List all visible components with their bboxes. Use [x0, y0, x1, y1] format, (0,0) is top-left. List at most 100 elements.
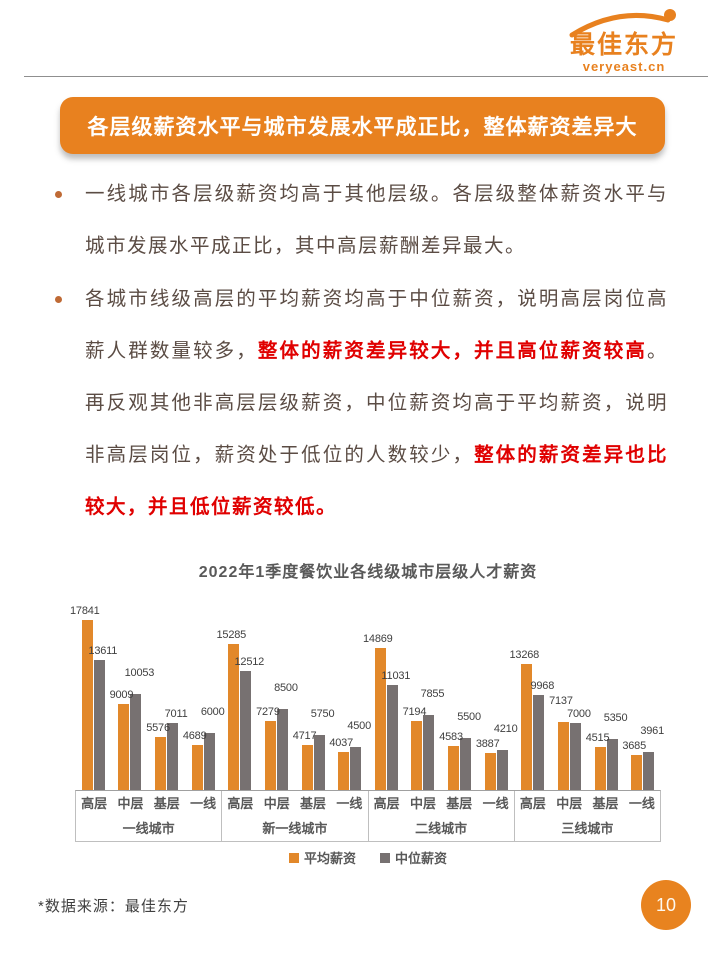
- bullet-text: 一线城市各层级薪资均高于其他层级。各层级整体薪资水平与城市发展水平成正比，其中高…: [85, 168, 668, 272]
- bar-value-label: 3887: [475, 737, 500, 750]
- bar-value-label: 9968: [530, 680, 555, 693]
- body-text: 一线城市各层级薪资均高于其他层级。各层级整体薪资水平与城市发展水平成正比，其中高…: [85, 183, 668, 257]
- bar-value-label: 10053: [124, 667, 155, 680]
- bar-median: [240, 670, 252, 790]
- bar-value-label: 7855: [420, 688, 445, 701]
- bar-value-label: 17841: [70, 605, 100, 617]
- axis-group: 高层 中层 基层 一线 新一线城市: [221, 791, 367, 841]
- chart-plot: 17841 13611 9009 10053 5576 7011 4689 6000 15285…: [70, 598, 665, 790]
- bar-average: [521, 663, 533, 790]
- header-divider: [24, 76, 708, 77]
- axis-category-label: 一线: [190, 796, 217, 811]
- axis-category-label: 一线: [336, 796, 363, 811]
- bar-median: [460, 737, 472, 790]
- axis-category-label: 高层: [373, 796, 400, 811]
- chart-axis: 高层 中层 基层 一线 一线城市 高层 中层 基层 一线 新一线城市 高层 中层 基层 一线 二线城市 高层中…: [75, 790, 661, 842]
- bar-median: [569, 723, 581, 790]
- body-text: 。再反观其他非高层层级薪资，中位薪资均高于平均薪资，说明非高层岗位，薪资处于低位…: [85, 340, 668, 466]
- bar-value-label: 5750: [310, 708, 335, 721]
- body-text: 各城市线级高层的平均薪资均高于中位薪资，说明高层岗位高薪人群数量较多，: [85, 288, 668, 362]
- bar-average: [338, 751, 350, 790]
- axis-category-label: 基层: [446, 796, 473, 811]
- bar-median: [643, 752, 655, 790]
- bar-value-label: 8500: [274, 682, 298, 694]
- axis-category-label: 基层: [300, 796, 327, 811]
- axis-category-label: 一线: [482, 796, 509, 811]
- bar-median: [313, 735, 325, 790]
- bar-value-label: 5576: [146, 721, 170, 734]
- bar-value-label: 5500: [457, 710, 481, 723]
- highlight-text: 整体的薪资差异较大，并且高位薪资较高: [257, 340, 647, 362]
- legend-swatch-icon: [288, 852, 299, 863]
- bar-value-label: 7194: [402, 706, 427, 719]
- bar-average: [411, 721, 423, 790]
- axis-category-label: 基层: [153, 796, 180, 811]
- highlight-text: 整体的薪资差异也比较大，并且低位薪资较低。: [85, 444, 668, 518]
- data-source-note: *数据来源：最佳东方: [38, 898, 189, 915]
- bar-median: [606, 739, 618, 790]
- bullet-list: 一线城市各层级薪资均高于其他层级。各层级整体薪资水平与城市发展水平成正比，其中高…: [38, 168, 668, 534]
- axis-category-label: 高层: [227, 796, 254, 811]
- legend-item: 平均薪资: [288, 848, 356, 867]
- axis-category-row: 高层 中层 基层 一线: [369, 791, 514, 816]
- legend-label: 平均薪资: [303, 851, 356, 866]
- bar-median: [423, 715, 435, 790]
- chart-legend: 平均薪资 中位薪资: [75, 848, 661, 867]
- axis-category-label: 一线: [628, 796, 655, 811]
- axis-category-label: 高层: [519, 796, 546, 811]
- bar-average: [631, 754, 643, 790]
- bar-average: [228, 644, 240, 790]
- bar-average: [484, 752, 496, 790]
- axis-group: 高层 中层 基层 一线 二线城市: [367, 791, 514, 841]
- bar-average: [557, 722, 569, 790]
- axis-category-row: 高层 中层 基层 一线: [76, 791, 221, 816]
- bar-value-label: 4515: [585, 731, 610, 744]
- bar-average: [374, 648, 386, 790]
- bar-value-label: 4583: [439, 731, 463, 744]
- bar-value-label: 6000: [200, 705, 225, 718]
- chart-title: 2022年1季度餐饮业各线级城市层级人才薪资: [198, 564, 538, 581]
- bar-average: [191, 745, 203, 790]
- axis-category-label: 基层: [592, 796, 619, 811]
- bar-value-label: 13611: [88, 645, 118, 658]
- bar-value-label: 3961: [640, 725, 665, 738]
- axis-group-label: 新一线城市: [262, 821, 328, 836]
- bar-value-label: 13268: [509, 648, 540, 661]
- bar-median: [167, 723, 179, 790]
- bullet-marker-icon: [55, 296, 62, 303]
- section-title-banner: 各层级薪资水平与城市发展水平成正比，整体薪资差异大: [60, 97, 665, 154]
- bar-value-label: 4689: [182, 730, 207, 743]
- bar-median: [93, 660, 105, 790]
- axis-group-label: 二线城市: [415, 821, 468, 836]
- axis-category-row: 高层 中层 基层 一线: [222, 791, 367, 816]
- axis-category-label: 中层: [409, 796, 436, 811]
- legend-item: 中位薪资: [380, 848, 447, 867]
- bar-median: [130, 694, 142, 790]
- bar-value-label: 7000: [567, 708, 591, 721]
- bar-value-label: 15285: [216, 629, 247, 642]
- legend-label: 中位薪资: [395, 851, 448, 866]
- bar-median: [386, 684, 398, 790]
- bar-average: [118, 704, 130, 790]
- axis-group: 高层 中层 基层 一线 一线城市: [76, 791, 221, 841]
- bar-median: [350, 747, 362, 790]
- axis-category-label: 高层: [81, 796, 108, 811]
- bullet-marker-icon: [55, 191, 62, 198]
- bullet-text: 各城市线级高层的平均薪资均高于中位薪资，说明高层岗位高薪人群数量较多，整体的薪资…: [85, 273, 668, 533]
- bar-value-label: 3685: [622, 739, 647, 752]
- axis-group-label: 三线城市: [561, 821, 614, 836]
- brand-logo: 最佳东方 veryeast.cn: [554, 8, 694, 74]
- axis-group-label: 一线城市: [122, 821, 175, 836]
- axis-category-label: 中层: [263, 796, 290, 811]
- bar-average: [448, 746, 460, 790]
- bar-median: [533, 695, 545, 790]
- section-title: 各层级薪资水平与城市发展水平成正比，整体薪资差异大: [87, 115, 638, 139]
- bar-median: [496, 749, 508, 790]
- bar-value-label: 7137: [549, 694, 573, 707]
- bar-average: [264, 720, 276, 790]
- axis-category-label: 中层: [117, 796, 144, 811]
- bar-average: [81, 620, 93, 790]
- legend-swatch-icon: [380, 852, 390, 863]
- bar-value-label: 14869: [363, 633, 393, 646]
- bar-value-label: 7279: [256, 705, 280, 718]
